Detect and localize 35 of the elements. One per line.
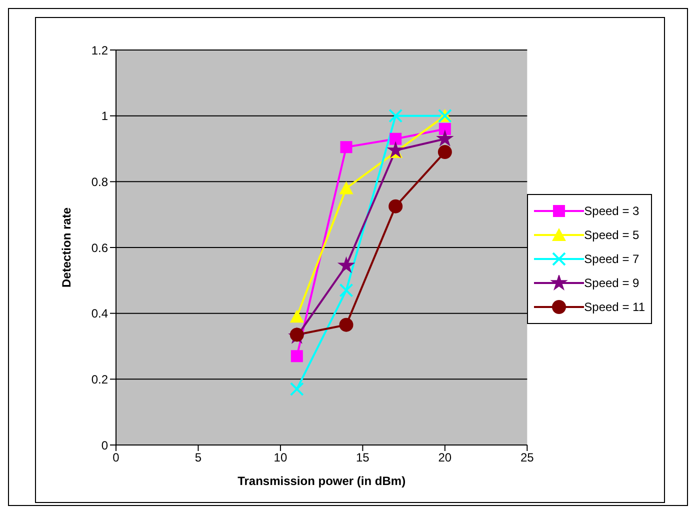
point (438, 145, 452, 160)
y-axis-title: Detection rate (59, 207, 74, 288)
point (338, 257, 354, 272)
legend-label: Speed = 9 (584, 276, 640, 290)
y-tick-label: 0.4 (91, 306, 108, 321)
point (290, 382, 304, 396)
y-tick-label: 1 (101, 109, 108, 124)
x-tick-label: 5 (194, 450, 202, 465)
point (436, 130, 453, 146)
point (339, 181, 354, 194)
x-tick-label: 10 (274, 450, 288, 465)
legend-label: Speed = 7 (584, 252, 640, 266)
legend-label: Speed = 11 (584, 300, 645, 314)
x-tick-label: 0 (112, 450, 120, 465)
x-tick-label: 25 (520, 450, 534, 465)
y-tick-label: 1.2 (91, 43, 108, 58)
y-tick-label: 0.6 (91, 240, 108, 255)
y-tick-label: 0.8 (91, 174, 108, 189)
point (390, 132, 402, 145)
point (438, 123, 451, 135)
legend-label: Speed = 5 (584, 228, 640, 242)
y-tick-label: 0 (101, 438, 108, 452)
legend-label: Speed = 3 (584, 204, 640, 218)
x-tick-label: 20 (438, 450, 452, 465)
point (339, 283, 354, 298)
point (388, 142, 404, 158)
x-tick-label: 15 (356, 450, 370, 465)
point (290, 310, 304, 323)
point (290, 350, 303, 362)
point (388, 108, 403, 123)
x-axis-title: Transmission power (in dBm) (238, 474, 406, 488)
point (340, 141, 352, 154)
point (388, 199, 403, 214)
point (339, 318, 354, 332)
y-tick-label: 0.2 (91, 372, 108, 386)
